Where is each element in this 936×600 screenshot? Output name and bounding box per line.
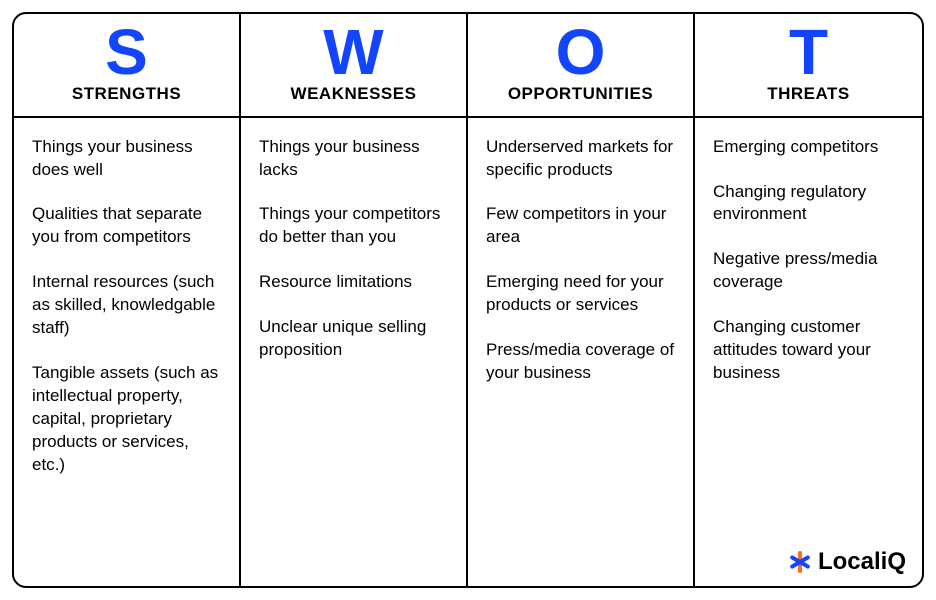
body-strengths: Things your business does well Qualities… (14, 118, 239, 586)
letter-opportunities: O (476, 24, 685, 82)
item: Things your competitors do better than y… (259, 203, 448, 249)
item: Few competitors in your area (486, 203, 675, 249)
item: Changing regulatory environment (713, 181, 904, 227)
swot-table: S STRENGTHS Things your business does we… (12, 12, 924, 588)
item: Tangible assets (such as intellectual pr… (32, 362, 221, 477)
body-weaknesses: Things your business lacks Things your c… (241, 118, 466, 586)
item: Unclear unique selling proposition (259, 316, 448, 362)
col-weaknesses: W WEAKNESSES Things your business lacks … (241, 14, 468, 586)
letter-threats: T (703, 24, 914, 82)
letter-strengths: S (22, 24, 231, 82)
item: Emerging need for your products or servi… (486, 271, 675, 317)
col-opportunities: O OPPORTUNITIES Underserved markets for … (468, 14, 695, 586)
item: Press/media coverage of your business (486, 339, 675, 385)
item: Negative press/media coverage (713, 248, 904, 294)
head-threats: T THREATS (695, 14, 922, 118)
item: Underserved markets for specific product… (486, 136, 675, 182)
item: Things your business lacks (259, 136, 448, 182)
item: Emerging competitors (713, 136, 904, 159)
col-strengths: S STRENGTHS Things your business does we… (14, 14, 241, 586)
brand-name: LocaliQ (818, 548, 906, 576)
col-threats: T THREATS Emerging competitors Changing … (695, 14, 922, 586)
head-opportunities: O OPPORTUNITIES (468, 14, 693, 118)
label-weaknesses: WEAKNESSES (249, 84, 458, 104)
item: Resource limitations (259, 271, 448, 294)
letter-weaknesses: W (249, 24, 458, 82)
label-strengths: STRENGTHS (22, 84, 231, 104)
asterisk-icon (788, 550, 812, 574)
body-threats: Emerging competitors Changing regulatory… (695, 118, 922, 586)
head-weaknesses: W WEAKNESSES (241, 14, 466, 118)
head-strengths: S STRENGTHS (14, 14, 239, 118)
body-opportunities: Underserved markets for specific product… (468, 118, 693, 586)
label-threats: THREATS (703, 84, 914, 104)
item: Things your business does well (32, 136, 221, 182)
item: Internal resources (such as skilled, kno… (32, 271, 221, 340)
label-opportunities: OPPORTUNITIES (476, 84, 685, 104)
item: Changing customer attitudes toward your … (713, 316, 904, 385)
brand-logo: LocaliQ (788, 548, 906, 576)
item: Qualities that separate you from competi… (32, 203, 221, 249)
